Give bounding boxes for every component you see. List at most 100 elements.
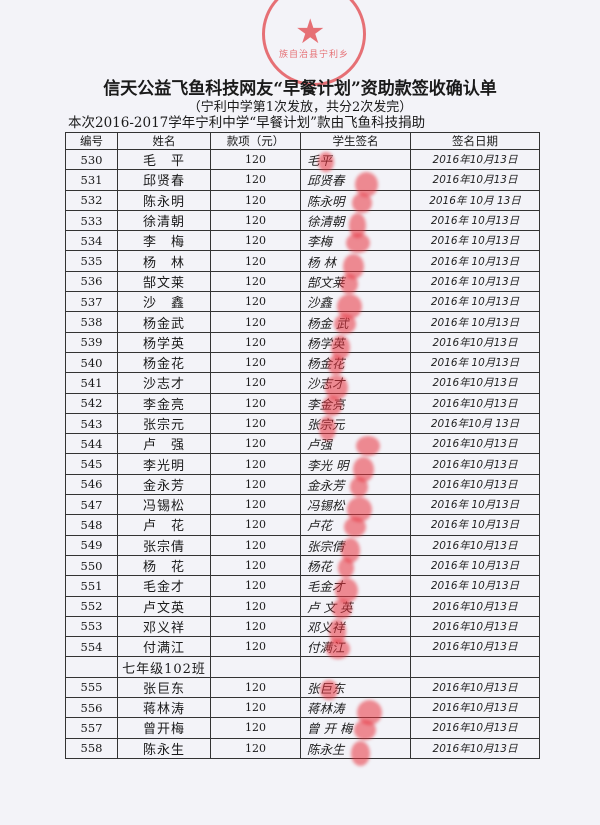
name-cell: 金永芳 bbox=[117, 473, 211, 496]
date-cell: 2016年 10月13日 bbox=[410, 291, 540, 313]
name-cell: 杨金花 bbox=[117, 351, 211, 374]
id-cell: 542 bbox=[65, 392, 118, 414]
name-cell: 李金亮 bbox=[117, 392, 211, 414]
table-row: 558 陈永生 120 陈永生 2016年10月13日 bbox=[65, 737, 540, 759]
id-cell: 530 bbox=[65, 148, 118, 171]
id-cell: 545 bbox=[65, 453, 118, 475]
name-cell: 付满江 bbox=[117, 636, 211, 658]
amount-cell: 120 bbox=[210, 676, 301, 699]
signature-cell: 邓义祥 bbox=[300, 615, 411, 638]
name-cell: 杨金武 bbox=[117, 311, 211, 333]
signature-cell: 张宗元 bbox=[300, 412, 411, 435]
date-cell: 2016年10月13日 bbox=[410, 433, 540, 455]
amount-cell bbox=[210, 656, 301, 678]
name-cell: 卢 强 bbox=[117, 433, 211, 455]
date-cell: 2016年10月13日 bbox=[410, 676, 540, 699]
seal-text: 族自治县宁利乡 bbox=[278, 50, 349, 60]
signature-cell: 沙志才 bbox=[300, 372, 411, 394]
table-row: 546 金永芳 120 金永芳 2016年10月13日 bbox=[65, 473, 540, 496]
name-cell: 沙 鑫 bbox=[117, 291, 211, 313]
table-row: 537 沙 鑫 120 沙鑫 2016年 10月13日 bbox=[65, 291, 540, 313]
date-cell: 2016年10月13日 bbox=[410, 636, 540, 658]
id-cell: 554 bbox=[65, 636, 118, 658]
amount-cell: 120 bbox=[210, 291, 301, 313]
signature-cell: 李梅 bbox=[300, 230, 411, 252]
signature-cell: 张巨东 bbox=[300, 676, 411, 699]
signature-cell: 杨金花 bbox=[300, 351, 411, 374]
amount-cell: 120 bbox=[210, 372, 301, 394]
table-row: 540 杨金花 120 杨金花 2016年 10月13日 bbox=[65, 351, 540, 374]
name-cell: 蒋林涛 bbox=[117, 697, 211, 719]
id-cell: 537 bbox=[65, 291, 118, 313]
id-cell: 531 bbox=[65, 169, 118, 191]
id-cell: 548 bbox=[65, 514, 118, 536]
amount-cell: 120 bbox=[210, 717, 301, 739]
name-cell: 徐清朝 bbox=[117, 209, 211, 232]
name-cell: 李光明 bbox=[117, 453, 211, 475]
signature-cell: 卢强 bbox=[300, 433, 411, 455]
id-cell: 546 bbox=[65, 473, 118, 496]
table-row: 535 杨 林 120 杨 林 2016年 10月13日 bbox=[65, 250, 540, 272]
date-cell: 2016年 10月13日 bbox=[410, 575, 540, 597]
signature-cell: 杨学英 bbox=[300, 331, 411, 353]
amount-cell: 120 bbox=[210, 697, 301, 719]
table-row: 545 李光明 120 李光 明 2016年10月13日 bbox=[65, 453, 540, 475]
date-cell: 2016年 10月13日 bbox=[410, 351, 540, 374]
amount-cell: 120 bbox=[210, 250, 301, 272]
document-title: 信天公益飞鱼科技网友“早餐计划”资助款签收确认单 bbox=[103, 79, 497, 99]
date-cell: 2016年 10月13日 bbox=[410, 230, 540, 252]
table-header-row: 编号 姓名 款项（元） 学生签名 签名日期 bbox=[65, 132, 540, 150]
amount-cell: 120 bbox=[210, 351, 301, 374]
amount-cell: 120 bbox=[210, 453, 301, 475]
name-cell: 杨 花 bbox=[117, 554, 211, 577]
name-cell: 李 梅 bbox=[117, 230, 211, 252]
date-cell: 2016年10月13日 bbox=[410, 697, 540, 719]
table-row: 551 毛金才 120 毛金才 2016年 10月13日 bbox=[65, 575, 540, 597]
table-row: 552 卢文英 120 卢 文 英 2016年10月13日 bbox=[65, 595, 540, 617]
amount-cell: 120 bbox=[210, 311, 301, 333]
name-cell: 毛 平 bbox=[117, 148, 211, 171]
id-cell: 550 bbox=[65, 554, 118, 577]
signature-cell: 杨金 武 bbox=[300, 311, 411, 333]
name-cell: 陈永明 bbox=[117, 189, 211, 211]
id-cell bbox=[65, 656, 118, 678]
signature-cell: 毛平 bbox=[300, 148, 411, 171]
signature-cell: 邱贤春 bbox=[300, 169, 411, 191]
date-cell: 2016年 10月13日 bbox=[410, 209, 540, 232]
date-cell: 2016年10月13日 bbox=[410, 148, 540, 171]
signature-cell: 卢花 bbox=[300, 514, 411, 536]
signature-cell bbox=[300, 656, 411, 678]
table-row: 555 张巨东 120 张巨东 2016年10月13日 bbox=[65, 676, 540, 699]
signature-cell: 卢 文 英 bbox=[300, 595, 411, 617]
signature-cell: 杨花 bbox=[300, 554, 411, 577]
header-id: 编号 bbox=[65, 132, 118, 150]
signature-cell: 郜文莱 bbox=[300, 270, 411, 293]
table-row: 553 邓义祥 120 邓义祥 2016年10月13日 bbox=[65, 615, 540, 638]
id-cell: 534 bbox=[65, 230, 118, 252]
date-cell: 2016年 10月13日 bbox=[410, 270, 540, 293]
id-cell: 541 bbox=[65, 372, 118, 394]
table-row: 533 徐清朝 120 徐清朝 2016年 10月13日 bbox=[65, 209, 540, 232]
date-cell: 2016年 10月13日 bbox=[410, 311, 540, 333]
signature-cell: 付满江 bbox=[300, 636, 411, 658]
id-cell: 555 bbox=[65, 676, 118, 699]
amount-cell: 120 bbox=[210, 189, 301, 211]
id-cell: 535 bbox=[65, 250, 118, 272]
id-cell: 536 bbox=[65, 270, 118, 293]
id-cell: 552 bbox=[65, 595, 118, 617]
table-row: 531 邱贤春 120 邱贤春 2016年10月13日 bbox=[65, 169, 540, 191]
signature-cell: 金永芳 bbox=[300, 473, 411, 496]
table-row: 544 卢 强 120 卢强 2016年10月13日 bbox=[65, 433, 540, 455]
signature-cell: 李光 明 bbox=[300, 453, 411, 475]
id-cell: 551 bbox=[65, 575, 118, 597]
date-cell: 2016年 10月13日 bbox=[410, 494, 540, 516]
star-icon: ★ bbox=[295, 12, 326, 52]
signature-cell: 陈永明 bbox=[300, 189, 411, 211]
name-cell: 杨 林 bbox=[117, 250, 211, 272]
date-cell bbox=[410, 656, 540, 678]
date-cell: 2016年10月13日 bbox=[410, 534, 540, 556]
table-row: 547 冯锡松 120 冯锡松 2016年 10月13日 bbox=[65, 494, 540, 516]
table-row: 556 蒋林涛 120 蒋林涛 2016年10月13日 bbox=[65, 697, 540, 719]
id-cell: 553 bbox=[65, 615, 118, 638]
header-signature: 学生签名 bbox=[300, 132, 411, 150]
